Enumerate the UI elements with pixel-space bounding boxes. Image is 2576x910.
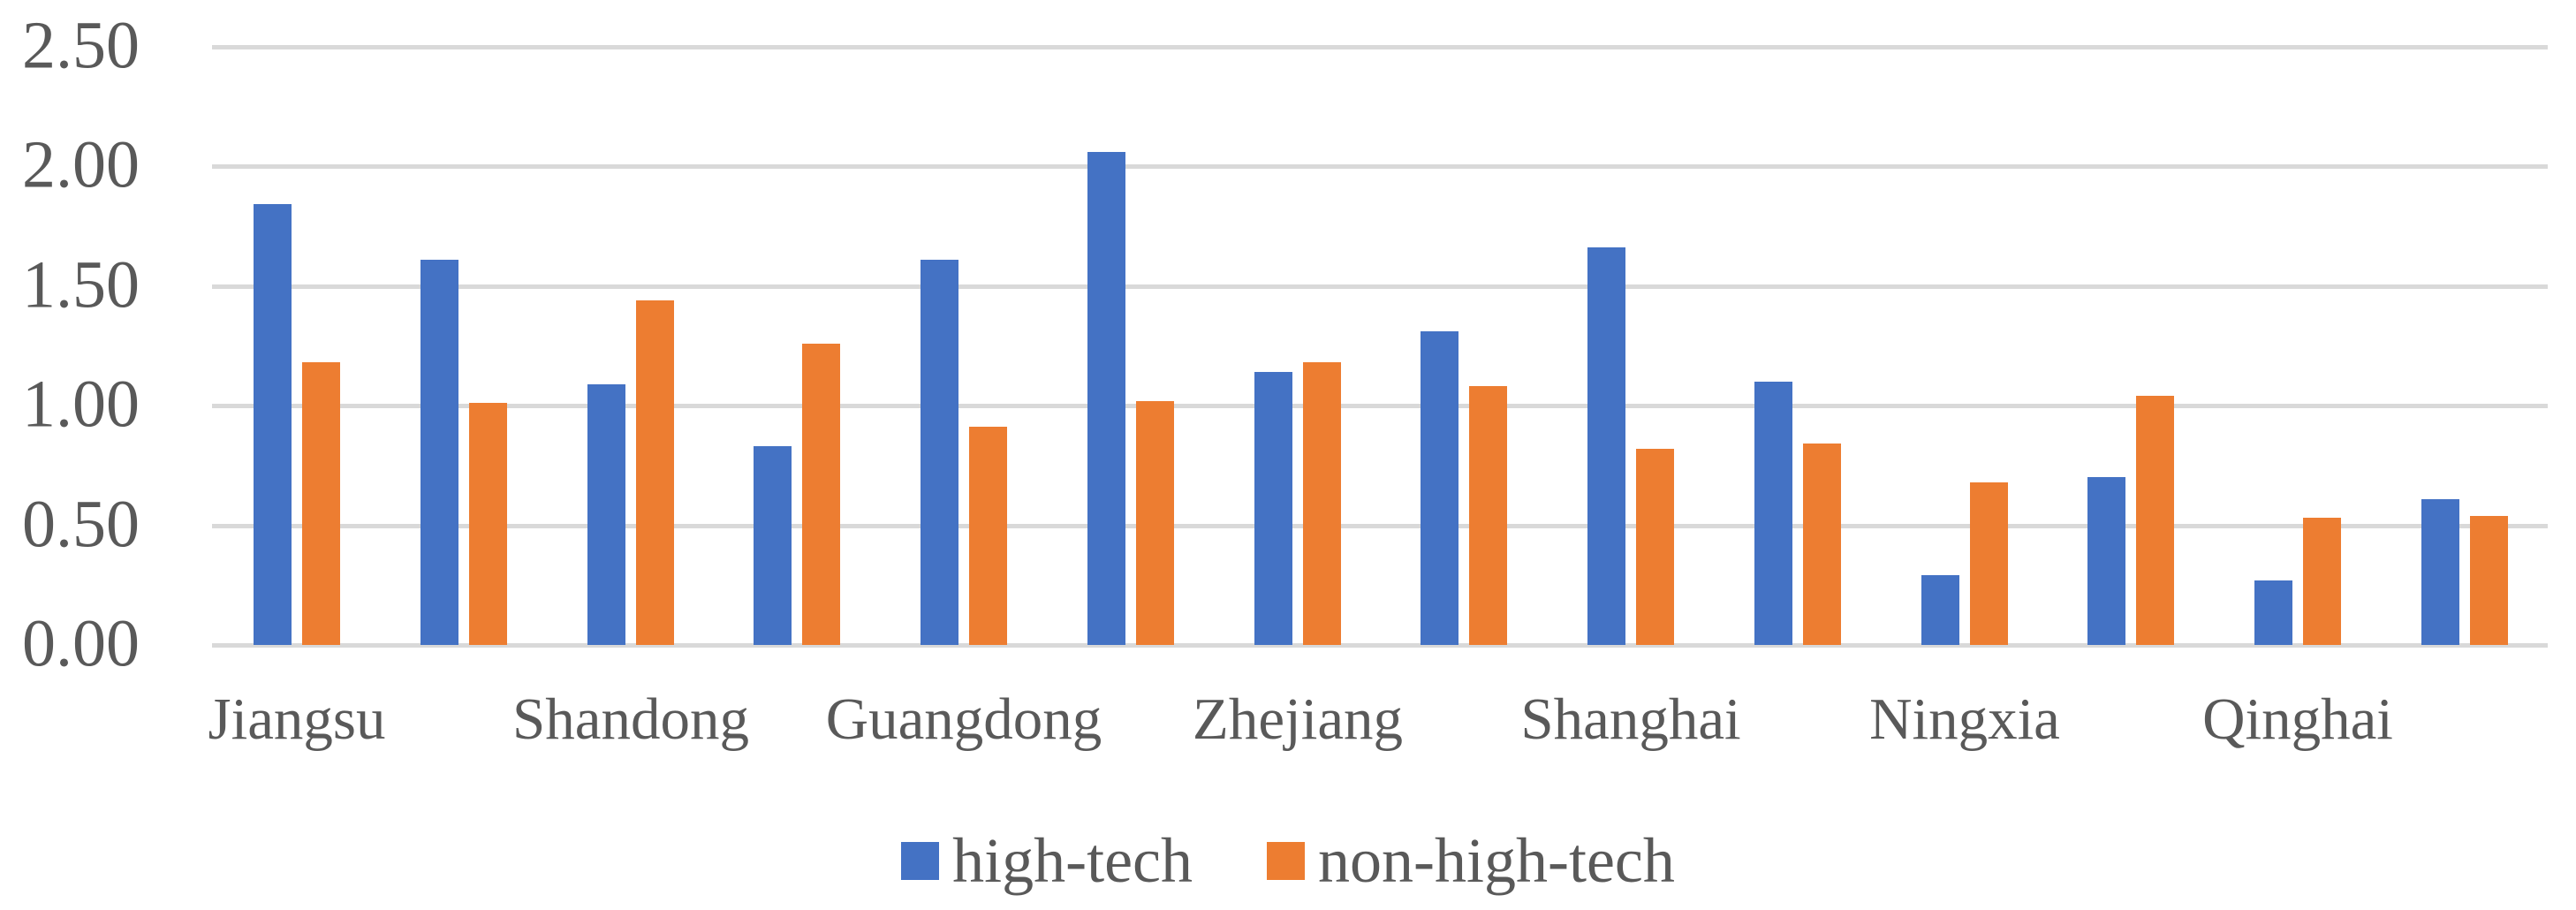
gridline-2.50 <box>212 44 2548 49</box>
y-axis-tick-label-0.50: 0.50 <box>22 486 140 561</box>
bar-non-high-tech-Zhejiang <box>1303 362 1341 645</box>
legend: high-tech non-high-tech <box>0 829 2576 892</box>
bar-non-high-tech-group-10 <box>1803 444 1841 645</box>
bar-non-high-tech-Ningxia <box>1970 482 2008 645</box>
legend-item-high-tech: high-tech <box>901 829 1193 892</box>
bar-high-tech-group-10 <box>1754 382 1792 645</box>
y-axis-tick-label-0.00: 0.00 <box>22 606 140 681</box>
bar-high-tech-group-14 <box>2421 499 2459 645</box>
y-axis-tick-label-1.50: 1.50 <box>22 246 140 322</box>
y-axis-tick-label-1.00: 1.00 <box>22 367 140 442</box>
bar-high-tech-Guangdong <box>921 260 958 645</box>
bar-high-tech-group-12 <box>2087 477 2125 645</box>
bar-high-tech-Ningxia <box>1921 575 1959 645</box>
bar-non-high-tech-group-12 <box>2136 396 2174 645</box>
bar-non-high-tech-Guangdong <box>969 427 1007 645</box>
bar-non-high-tech-Jiangsu <box>302 362 340 645</box>
legend-swatch-non-high-tech-icon <box>1267 841 1306 880</box>
bar-non-high-tech-group-14 <box>2470 516 2508 645</box>
bar-high-tech-Zhejiang <box>1254 372 1292 645</box>
bar-high-tech-group-2 <box>420 260 458 645</box>
bar-high-tech-group-8 <box>1421 331 1458 645</box>
bar-non-high-tech-group-8 <box>1469 386 1507 645</box>
gridline-0.00 <box>212 643 2548 648</box>
x-axis-label-Zhejiang: Zhejiang <box>1192 686 1404 752</box>
y-axis-tick-label-2.50: 2.50 <box>22 7 140 82</box>
x-axis-label-Qinghai: Qinghai <box>2202 686 2393 752</box>
x-axis-label-Jiangsu: Jiangsu <box>208 686 386 752</box>
bar-high-tech-Shandong <box>587 384 625 645</box>
bar-non-high-tech-Shandong <box>636 300 674 645</box>
gridline-1.00 <box>212 404 2548 408</box>
y-axis-tick-label-2.00: 2.00 <box>22 127 140 202</box>
x-axis-label-Shandong: Shandong <box>512 686 749 752</box>
bar-high-tech-group-6 <box>1087 152 1125 645</box>
bar-non-high-tech-group-4 <box>802 344 840 645</box>
legend-swatch-high-tech-icon <box>901 841 940 880</box>
bar-non-high-tech-group-6 <box>1136 401 1174 645</box>
x-axis-label-Ningxia: Ningxia <box>1869 686 2060 752</box>
legend-label-non-high-tech: non-high-tech <box>1318 825 1675 896</box>
gridline-1.50 <box>212 284 2548 289</box>
bar-high-tech-Shanghai <box>1587 247 1625 645</box>
legend-item-non-high-tech: non-high-tech <box>1267 829 1675 892</box>
gridline-2.00 <box>212 164 2548 169</box>
gridline-0.50 <box>212 523 2548 528</box>
bar-non-high-tech-group-2 <box>469 403 507 645</box>
bar-non-high-tech-Shanghai <box>1636 449 1674 645</box>
bar-high-tech-group-4 <box>754 446 792 645</box>
x-axis-label-Guangdong: Guangdong <box>825 686 1102 752</box>
x-axis-label-Shanghai: Shanghai <box>1520 686 1741 752</box>
bar-high-tech-Qinghai <box>2254 580 2292 645</box>
bar-high-tech-Jiangsu <box>254 204 292 645</box>
bar-non-high-tech-Qinghai <box>2303 518 2341 645</box>
legend-label-high-tech: high-tech <box>952 825 1193 896</box>
